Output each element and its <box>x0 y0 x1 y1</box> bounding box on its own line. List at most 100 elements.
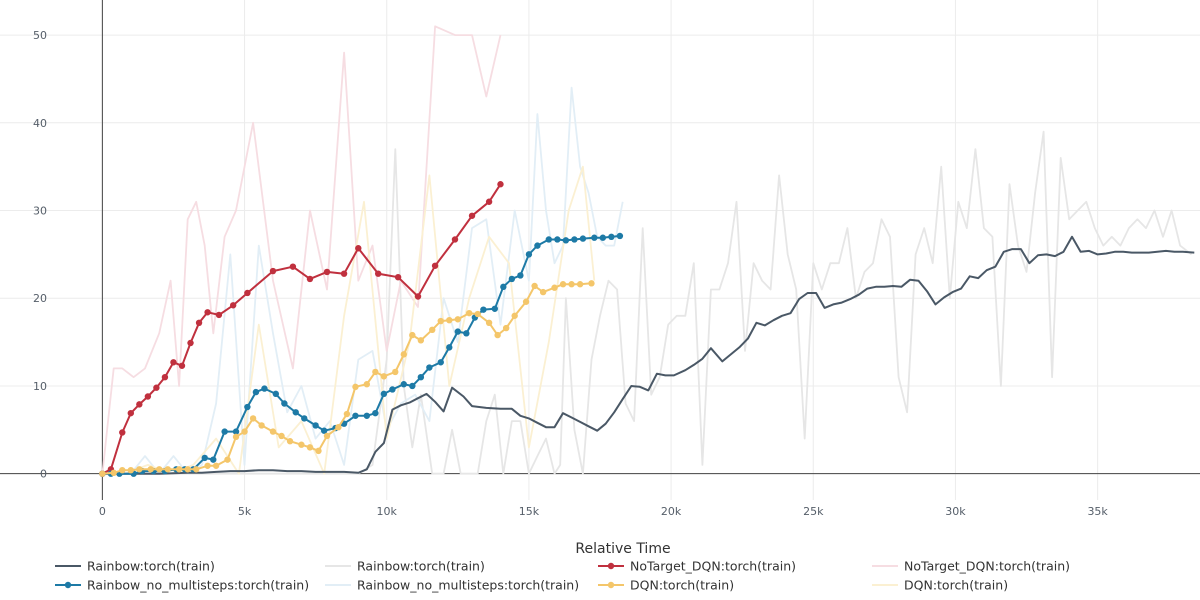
legend-item-dqn-torch-train-raw[interactable]: DQN:torch(train) <box>872 578 1008 593</box>
x-tick-label: 25k <box>803 505 824 518</box>
data-point <box>212 462 220 469</box>
data-point <box>127 466 135 474</box>
data-point <box>144 393 152 400</box>
y-tick-labels: 0 10 20 30 40 50 <box>33 29 47 481</box>
x-tick-label: 10k <box>377 505 398 518</box>
y-tick-label: 0 <box>40 468 47 481</box>
data-point <box>465 309 473 317</box>
data-point <box>454 316 462 323</box>
y-tick-label: 10 <box>33 380 47 393</box>
data-point <box>201 454 208 462</box>
data-point <box>215 311 223 319</box>
y-tick-label: 40 <box>33 117 47 130</box>
data-point <box>431 262 439 269</box>
series-rainbow-torch-train <box>102 235 1195 475</box>
legend-label: DQN:torch(train) <box>630 578 734 593</box>
data-point <box>323 268 331 276</box>
data-point <box>522 298 530 305</box>
y-tick-label: 30 <box>33 205 47 218</box>
data-point <box>579 235 587 242</box>
data-point <box>588 280 595 287</box>
data-point <box>261 385 268 392</box>
data-point <box>335 423 342 431</box>
data-point <box>568 281 575 288</box>
legend-swatch-marker <box>64 581 72 589</box>
data-point <box>187 339 194 347</box>
data-point <box>372 368 379 376</box>
legend-label: Rainbow_no_multisteps:torch(train) <box>357 578 579 593</box>
raw-series-group <box>101 25 1193 475</box>
data-point <box>244 289 251 297</box>
series-rainbow-no-multisteps-torch-train-raw <box>102 86 624 475</box>
legend-item-rainbow-no-multisteps-torch-train[interactable]: Rainbow_no_multisteps:torch(train) <box>55 578 309 593</box>
data-point <box>616 232 624 240</box>
data-point <box>363 412 371 419</box>
data-point <box>551 284 558 291</box>
data-point <box>193 466 200 473</box>
data-point <box>301 415 308 422</box>
data-point <box>127 409 135 417</box>
legend-item-rainbow-torch-train[interactable]: Rainbow:torch(train) <box>55 559 215 574</box>
data-point <box>244 403 251 411</box>
data-point <box>446 316 453 324</box>
data-point <box>429 326 436 334</box>
data-point <box>599 234 607 241</box>
data-point <box>497 181 504 188</box>
data-point <box>241 428 248 435</box>
data-point <box>178 362 186 369</box>
data-point <box>184 466 191 473</box>
data-point <box>161 373 169 381</box>
series-rainbow-torch-train-raw <box>102 130 1193 475</box>
x-axis-title: Relative Time <box>575 541 670 557</box>
legend-item-notarget-dqn-torch-train[interactable]: NoTarget_DQN:torch(train) <box>598 559 796 574</box>
data-point <box>306 275 314 283</box>
data-point <box>249 415 257 422</box>
data-point <box>451 236 459 243</box>
data-point <box>608 233 615 241</box>
series-dqn-torch-train <box>99 280 595 477</box>
data-point <box>525 251 533 258</box>
data-point <box>224 456 231 463</box>
data-point <box>204 462 211 469</box>
data-point <box>437 359 444 366</box>
data-point <box>571 236 578 243</box>
data-point <box>409 331 416 339</box>
legend[interactable]: Rainbow:torch(train) Rainbow:torch(train)… <box>55 559 1070 593</box>
legend-item-dqn-torch-train[interactable]: DQN:torch(train) <box>598 578 734 593</box>
data-point <box>517 272 524 279</box>
data-point <box>352 383 359 391</box>
series-notarget-dqn-torch-train-raw <box>101 25 502 474</box>
data-point <box>229 302 237 309</box>
data-point <box>491 305 498 312</box>
data-point <box>340 270 348 277</box>
data-point <box>195 319 203 327</box>
data-point <box>272 390 280 398</box>
data-point <box>539 288 547 296</box>
data-point <box>545 236 553 243</box>
data-point <box>156 466 163 473</box>
data-point <box>474 310 481 318</box>
data-point <box>298 441 305 448</box>
data-point <box>494 331 501 339</box>
legend-item-rainbow-no-multisteps-torch-train-raw[interactable]: Rainbow_no_multisteps:torch(train) <box>325 578 579 593</box>
data-point <box>175 466 183 473</box>
legend-item-notarget-dqn-torch-train-raw[interactable]: NoTarget_DQN:torch(train) <box>872 559 1070 574</box>
x-tick-labels: 0 5k 10k 15k 20k 25k 30k 35k <box>99 505 1109 518</box>
legend-item-rainbow-torch-train-raw[interactable]: Rainbow:torch(train) <box>325 559 485 574</box>
data-point <box>400 381 407 388</box>
data-point <box>591 234 598 241</box>
data-point <box>437 317 444 325</box>
series-line <box>102 86 624 475</box>
data-point <box>363 381 371 388</box>
data-point <box>352 412 359 419</box>
data-point <box>119 466 126 474</box>
data-point <box>281 400 288 407</box>
data-point <box>289 263 297 270</box>
data-point <box>468 212 476 219</box>
data-point <box>392 368 399 376</box>
data-point <box>286 438 294 445</box>
data-point <box>323 432 331 440</box>
data-point <box>204 309 211 316</box>
x-tick-label: 5k <box>238 505 252 518</box>
